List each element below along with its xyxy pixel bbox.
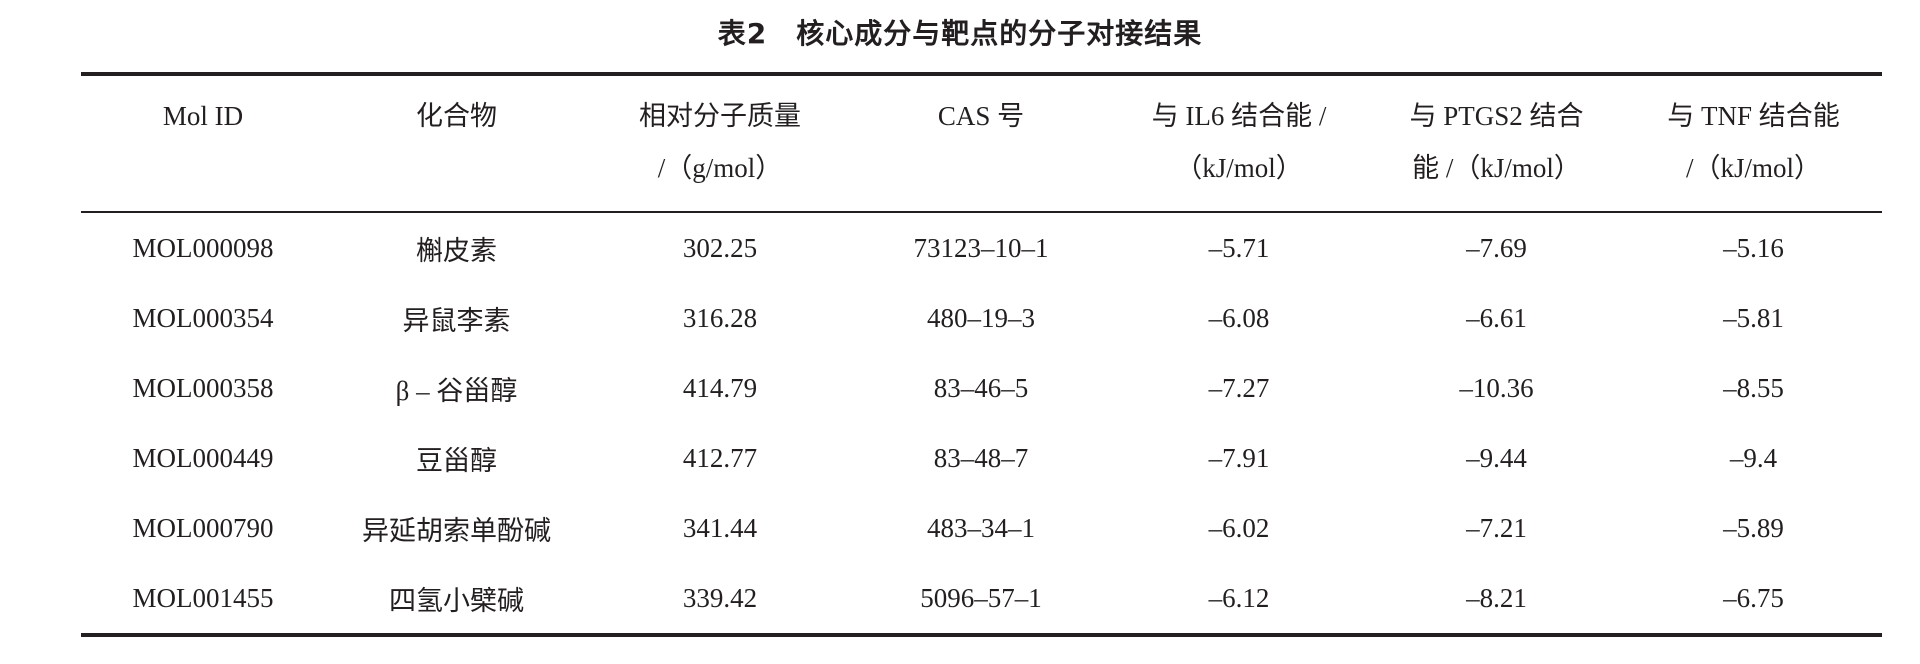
table-cell: MOL000098 bbox=[132, 232, 274, 263]
header-line: 与 PTGS2 结合 bbox=[1409, 101, 1584, 131]
results-table: Mol ID 化合物 相对分子质量 /（g/mol） CAS 号 与 IL6 结合能 / （… bbox=[81, 72, 1882, 637]
header-cell: 相对分子质量 /（g/mol） bbox=[588, 74, 852, 212]
table-cell: –7.21 bbox=[1466, 512, 1527, 543]
header-line: 化合物 bbox=[416, 101, 497, 131]
table-body: MOL000098 槲皮素 302.25 73123–10–1 –5.71 –7.69 –5… bbox=[81, 212, 1882, 635]
table-row: MOL000449 豆甾醇 412.77 83–48–7 –7.91 –9.44 –9.4 bbox=[81, 423, 1882, 493]
table-cell: 414.79 bbox=[682, 372, 758, 403]
table-cell: MOL000358 bbox=[132, 372, 274, 403]
table-cell: 83–48–7 bbox=[933, 442, 1029, 473]
header-line: 能 /（kJ/mol） bbox=[1412, 153, 1581, 183]
header-cell: 与 IL6 结合能 / （kJ/mol） bbox=[1110, 74, 1368, 212]
header-line: 与 TNF 结合能 bbox=[1667, 101, 1840, 131]
table-cell: –7.91 bbox=[1208, 442, 1270, 473]
table-cell: 豆甾醇 bbox=[416, 445, 497, 476]
header-line: CAS 号 bbox=[937, 101, 1025, 131]
table-cell: 480–19–3 bbox=[927, 302, 1035, 333]
table-row: MOL000098 槲皮素 302.25 73123–10–1 –5.71 –7.69 –5… bbox=[81, 212, 1882, 283]
table-cell: 异延胡索单酚碱 bbox=[362, 515, 551, 546]
table-cell: –6.75 bbox=[1723, 582, 1784, 613]
table-title: 表2 核心成分与靶点的分子对接结果 bbox=[717, 17, 1203, 50]
table-cell: –8.21 bbox=[1466, 582, 1527, 613]
table-cell: 83–46–5 bbox=[933, 372, 1029, 403]
table-cell: 483–34–1 bbox=[927, 512, 1035, 543]
header-line: 与 IL6 结合能 / bbox=[1151, 101, 1327, 131]
table-cell: –9.44 bbox=[1466, 442, 1527, 473]
header-cell: 与 PTGS2 结合能 /（kJ/mol） bbox=[1368, 74, 1625, 212]
table-cell: 槲皮素 bbox=[416, 235, 497, 266]
table-cell: –5.89 bbox=[1723, 512, 1784, 543]
header-cell: 化合物 bbox=[325, 74, 588, 212]
table-cell: –6.61 bbox=[1466, 302, 1527, 333]
table-cell: –9.4 bbox=[1729, 442, 1778, 473]
table-cell: –6.08 bbox=[1208, 302, 1270, 333]
table-row: MOL000354 异鼠李素 316.28 480–19–3 –6.08 –6.61 –5.… bbox=[81, 283, 1882, 353]
table-cell: –6.12 bbox=[1208, 582, 1270, 613]
table-row: MOL000790 异延胡索单酚碱 341.44 483–34–1 –6.02 –7.21… bbox=[81, 493, 1882, 563]
table-cell: MOL000790 bbox=[132, 512, 274, 543]
table-cell: 316.28 bbox=[682, 302, 758, 333]
header-cell: CAS 号 bbox=[852, 74, 1110, 212]
table-cell: MOL000354 bbox=[132, 302, 274, 333]
header-line: Mol ID bbox=[162, 101, 244, 131]
header-cell: Mol ID bbox=[81, 74, 325, 212]
table-cell: 四氢小檗碱 bbox=[389, 585, 524, 616]
table-cell: 339.42 bbox=[682, 582, 758, 613]
table-cell: 412.77 bbox=[682, 442, 758, 473]
table-cell: MOL000449 bbox=[132, 442, 274, 473]
table-cell: –6.02 bbox=[1208, 512, 1270, 543]
table-cell: –8.55 bbox=[1723, 372, 1784, 403]
table-cell: β – 谷甾醇 bbox=[395, 375, 518, 406]
table-cell: 异鼠李素 bbox=[402, 305, 511, 336]
table-cell: 5096–57–1 bbox=[920, 582, 1042, 613]
header-line: （kJ/mol） bbox=[1175, 153, 1303, 183]
table-cell: –7.27 bbox=[1208, 372, 1270, 403]
table-cell: –5.81 bbox=[1723, 302, 1784, 333]
table-cell: 341.44 bbox=[682, 512, 758, 543]
table-row: MOL000358 β – 谷甾醇 414.79 83–46–5 –7.27 –10.36… bbox=[81, 353, 1882, 423]
header-line: 相对分子质量 bbox=[639, 101, 801, 131]
table-cell: –10.36 bbox=[1459, 372, 1534, 403]
table-cell: –5.71 bbox=[1208, 232, 1270, 263]
table-header: Mol ID 化合物 相对分子质量 /（g/mol） CAS 号 与 IL6 结合能 / （… bbox=[81, 74, 1882, 212]
table-cell: –7.69 bbox=[1466, 232, 1527, 263]
table-cell: 302.25 bbox=[682, 232, 758, 263]
header-line: /（kJ/mol） bbox=[1685, 153, 1821, 183]
table-row: MOL001455 四氢小檗碱 339.42 5096–57–1 –6.12 –8.21 –… bbox=[81, 563, 1882, 635]
table-cell: 73123–10–1 bbox=[913, 232, 1049, 263]
header-row: Mol ID 化合物 相对分子质量 /（g/mol） CAS 号 与 IL6 结合能 / （… bbox=[81, 74, 1882, 212]
header-line: /（g/mol） bbox=[657, 153, 783, 183]
table-cell: –5.16 bbox=[1723, 232, 1784, 263]
table-cell: MOL001455 bbox=[132, 582, 274, 613]
header-cell: 与 TNF 结合能 /（kJ/mol） bbox=[1625, 74, 1882, 212]
